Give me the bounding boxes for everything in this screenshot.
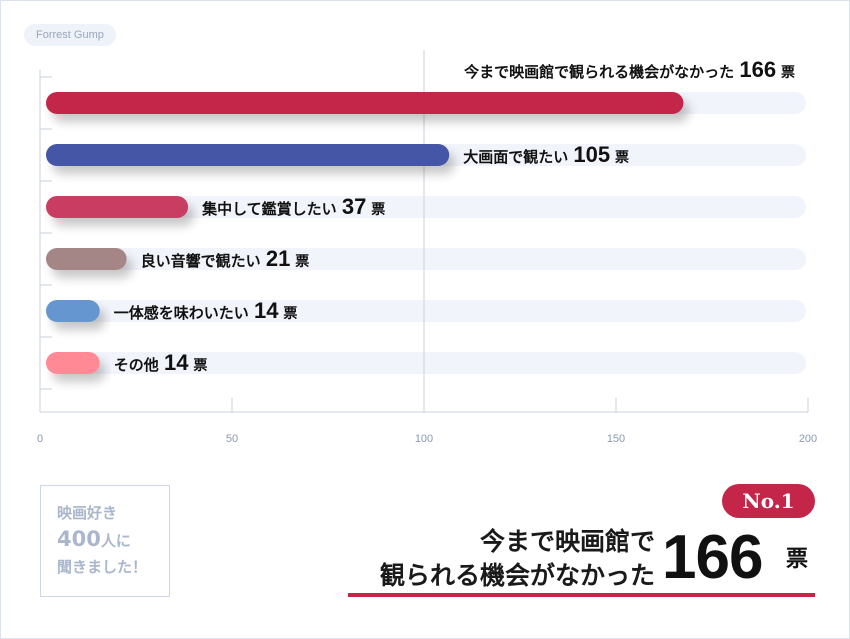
survey-badge: 映画好き 400人に 聞きました！ — [40, 485, 170, 597]
data-label-text: 今まで映画館で観られる機会がなかった 166 票 — [463, 57, 795, 82]
bar — [46, 352, 100, 374]
top-answer-unit: 票 — [786, 547, 809, 572]
unit-label: 票 — [776, 65, 795, 81]
data-label-text: 大画面で観たい 105 票 — [463, 142, 629, 167]
value-label: 14 — [254, 298, 279, 323]
category-label: 良い音響で観たい — [141, 252, 266, 270]
category-label: 今まで映画館で観られる機会がなかった — [463, 63, 739, 81]
badge-line1: 映画好き — [57, 504, 118, 522]
bar-track — [46, 300, 806, 322]
data-label: 今まで映画館で観られる機会がなかった 166 票 — [463, 57, 795, 82]
highlight-underline — [348, 593, 815, 597]
data-label: 一体感を味わいたい 14 票 — [114, 298, 298, 323]
data-label: 集中して鑑賞したい 37 票 — [201, 194, 385, 219]
bar-track — [46, 352, 806, 374]
x-tick-label: 50 — [226, 433, 238, 445]
unit-label: 票 — [188, 358, 207, 374]
top-answer-value: 166 — [662, 523, 763, 592]
top-answer-line2: 観られる機会がなかった — [379, 561, 655, 590]
bar — [46, 144, 450, 166]
x-tick-label: 100 — [415, 433, 433, 445]
data-label-text: 良い音響で観たい 21 票 — [141, 246, 310, 271]
badge-count: 400 — [57, 527, 101, 551]
data-label: 大画面で観たい 105 票 — [463, 142, 629, 167]
badge-line2: 400人に — [57, 526, 169, 554]
x-tick-label: 200 — [799, 433, 817, 445]
x-tick-label: 150 — [607, 433, 625, 445]
category-label: その他 — [114, 356, 164, 374]
category-label: 集中して鑑賞したい — [201, 200, 342, 218]
rank-badge: No.1 — [722, 484, 815, 518]
bar — [46, 92, 684, 114]
title-tag: Forrest Gump — [24, 24, 116, 46]
category-label: 一体感を味わいたい — [114, 304, 254, 322]
x-tick-label: 0 — [37, 433, 43, 445]
unit-label: 票 — [610, 150, 629, 166]
value-label: 37 — [342, 194, 366, 219]
top-answer-title: 今まで映画館で 観られる機会がなかった — [380, 525, 655, 593]
data-label: 良い音響で観たい 21 票 — [141, 246, 310, 271]
bar — [46, 196, 189, 218]
bar-track — [46, 196, 806, 218]
value-label: 105 — [573, 142, 610, 167]
badge-line3: 聞きました！ — [57, 558, 148, 576]
category-label: 大画面で観たい — [463, 148, 573, 166]
value-label: 14 — [164, 350, 189, 375]
unit-label: 票 — [278, 306, 297, 322]
data-label-text: その他 14 票 — [114, 350, 208, 375]
unit-label: 票 — [366, 202, 385, 218]
value-label: 21 — [266, 246, 290, 271]
unit-label: 票 — [290, 254, 309, 270]
data-label-text: 集中して鑑賞したい 37 票 — [201, 194, 385, 219]
top-answer-line1: 今まで映画館で — [479, 527, 655, 556]
badge-line2-text: 人に — [100, 532, 131, 550]
data-label: その他 14 票 — [114, 350, 208, 375]
bar-track — [46, 248, 806, 270]
bar — [46, 248, 127, 270]
data-label-text: 一体感を味わいたい 14 票 — [114, 298, 298, 323]
value-label: 166 — [739, 57, 776, 82]
bar — [46, 300, 100, 322]
